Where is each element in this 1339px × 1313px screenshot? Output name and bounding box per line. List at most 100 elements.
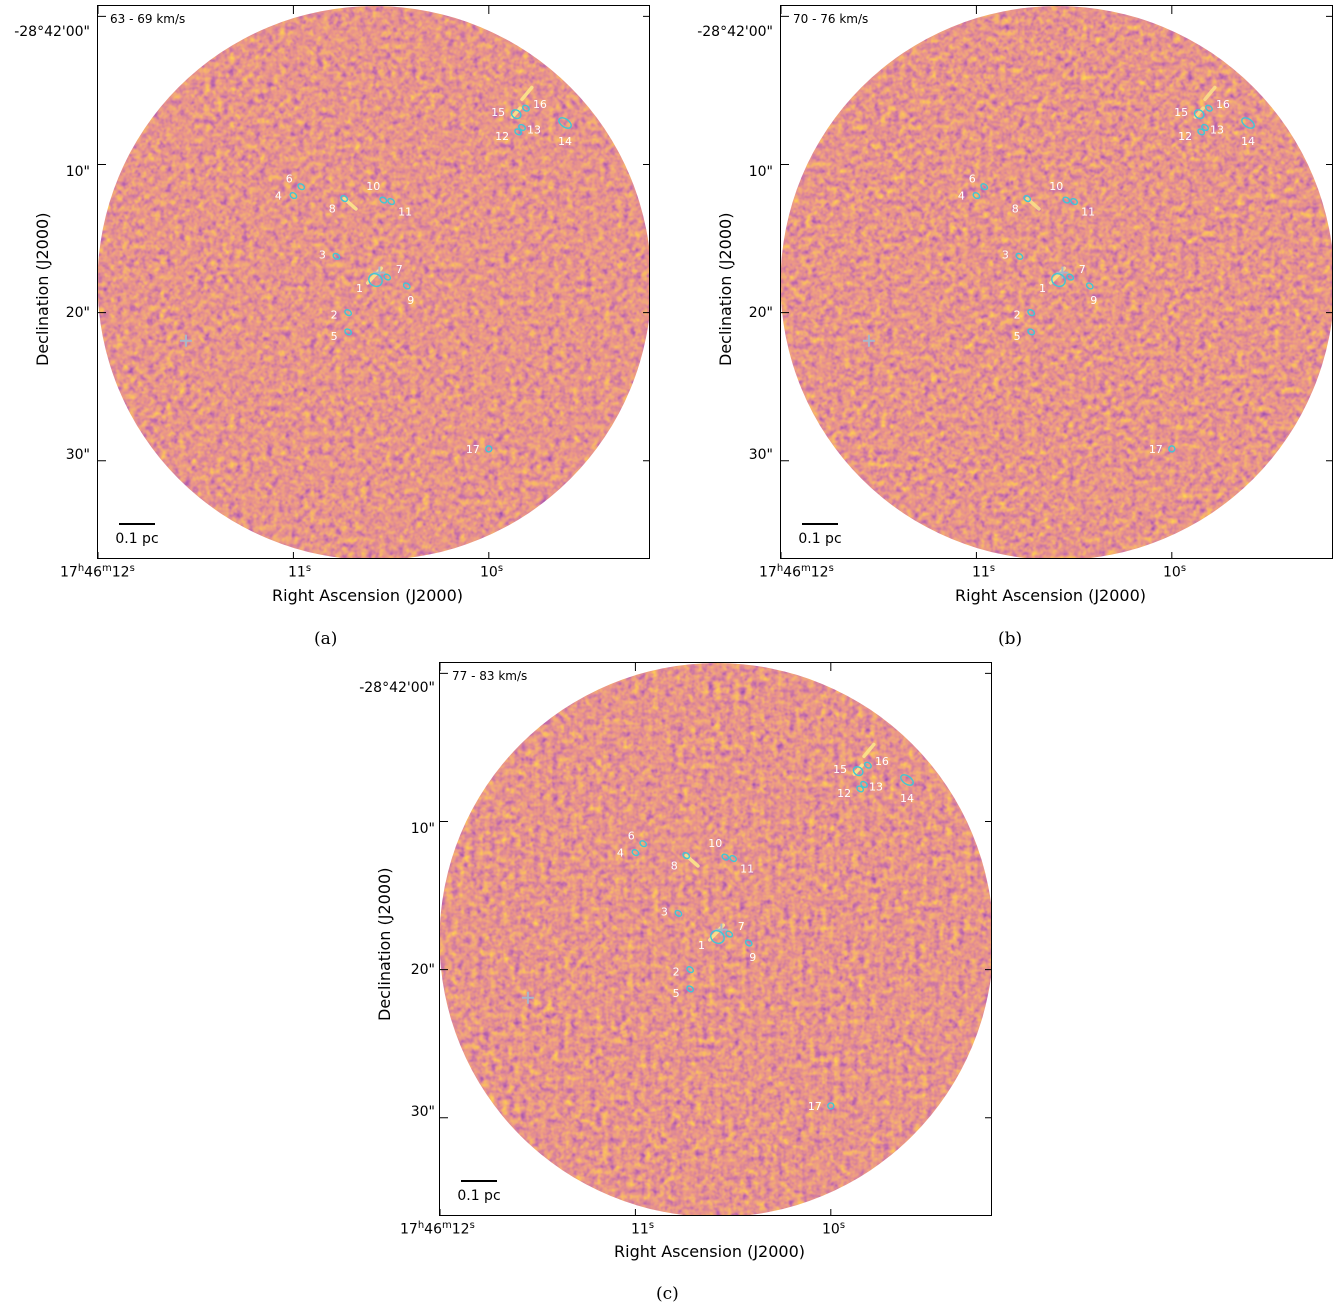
filament [342, 196, 358, 211]
source-label-16: 16 [533, 98, 547, 111]
filament [862, 742, 876, 759]
dec-tick-30: 30" [748, 447, 773, 463]
source-contour-12 [856, 785, 865, 793]
ra-tick-12: 17h46m12s [759, 563, 834, 581]
filament [684, 853, 700, 868]
dec-tick-30: 30" [410, 1104, 435, 1120]
source-label-15: 15 [1174, 106, 1188, 119]
dec-tick-10: 10" [410, 821, 435, 837]
ra-tick-12: 17h46m12s [60, 563, 135, 581]
source-contour-10 [1062, 196, 1071, 204]
y-axis-label: Declination (J2000) [33, 212, 52, 366]
ra-tick-11: 11s [631, 1220, 655, 1238]
source-contour-14 [558, 117, 572, 129]
cross-marker [373, 266, 386, 279]
x-axis-label: Right Ascension (J2000) [955, 586, 1146, 605]
source-contour-7 [383, 273, 392, 281]
source-contour-10 [379, 196, 388, 204]
source-label-15: 15 [491, 106, 505, 119]
source-label-14: 14 [1241, 135, 1255, 148]
dec-tick-20: 20" [748, 305, 773, 321]
source-contour-9 [402, 282, 411, 290]
source-label-9: 9 [1090, 294, 1097, 307]
dec-tick-0: -28°42'00" [697, 24, 773, 40]
ra-tick-10: 10s [480, 563, 504, 581]
source-label-16: 16 [1216, 98, 1230, 111]
cross-marker [179, 334, 192, 347]
panel-caption: (a) [314, 629, 338, 649]
source-label-5: 5 [1014, 330, 1021, 343]
source-label-3: 3 [661, 905, 668, 918]
source-contour-16 [522, 104, 530, 112]
source-contour-3 [332, 252, 341, 260]
velocity-label: 70 - 76 km/s [793, 12, 869, 26]
source-contour-15 [852, 766, 864, 777]
source-contour-5 [344, 328, 353, 336]
source-contour-7 [725, 930, 734, 938]
source-contour-16 [864, 761, 872, 769]
source-label-5: 5 [331, 330, 338, 343]
source-label-15: 15 [833, 763, 847, 776]
source-contour-3 [674, 909, 683, 917]
source-label-8: 8 [1012, 203, 1019, 216]
scale-bar-label: 0.1 pc [457, 1188, 500, 1204]
source-contour-5 [686, 985, 695, 993]
map-frame: 1 2 3 4 5 6 7 8 9 10 11 12 13 14 15 16 17 0.1 pc 77 - 83 … [439, 662, 992, 1216]
dec-tick-0: -28°42'00" [359, 680, 435, 696]
emission-disk [781, 6, 1332, 558]
source-label-7: 7 [738, 920, 745, 933]
source-label-10: 10 [1049, 180, 1063, 193]
source-label-12: 12 [1178, 130, 1192, 143]
source-contour-12 [1197, 128, 1206, 136]
source-label-13: 13 [527, 123, 541, 136]
velocity-label: 63 - 69 km/s [110, 12, 186, 26]
source-contour-7 [1066, 273, 1075, 281]
source-label-6: 6 [628, 830, 635, 843]
source-contour-6 [639, 840, 648, 848]
source-label-4: 4 [617, 847, 624, 860]
source-label-11: 11 [398, 206, 412, 219]
source-label-10: 10 [366, 180, 380, 193]
panel-c: 1 2 3 4 5 6 7 8 9 10 11 12 13 14 15 16 17 0.1 pc 77 - 83 … [340, 655, 1000, 1313]
emission-disk [440, 663, 991, 1215]
ra-tick-11: 11s [288, 563, 312, 581]
source-label-2: 2 [331, 309, 338, 322]
source-label-1: 1 [1039, 282, 1046, 295]
source-label-8: 8 [671, 860, 678, 873]
dec-tick-30: 30" [65, 447, 90, 463]
scale-bar-label: 0.1 pc [798, 531, 841, 547]
source-label-9: 9 [407, 294, 414, 307]
source-label-13: 13 [1210, 123, 1224, 136]
source-contour-4 [972, 192, 981, 200]
dec-tick-20: 20" [410, 962, 435, 978]
source-label-17: 17 [808, 1100, 822, 1113]
source-contour-4 [289, 192, 298, 200]
source-label-7: 7 [1079, 263, 1086, 276]
source-contour-13 [518, 123, 526, 132]
source-label-6: 6 [286, 173, 293, 186]
source-contour-17 [827, 1102, 835, 1110]
source-label-11: 11 [1081, 206, 1095, 219]
panel-caption: (b) [998, 629, 1023, 649]
source-label-1: 1 [698, 939, 705, 952]
filament [852, 763, 864, 776]
source-contour-9 [744, 939, 753, 947]
source-contour-10 [721, 853, 730, 861]
source-contour-2 [344, 309, 353, 317]
source-contour-4 [631, 849, 640, 857]
source-label-16: 16 [875, 755, 889, 768]
filament [1203, 85, 1217, 102]
cross-marker [521, 991, 534, 1004]
source-label-13: 13 [869, 780, 883, 793]
source-contour-11 [729, 854, 738, 863]
filament [1193, 106, 1205, 119]
dec-tick-0: -28°42'00" [14, 24, 90, 40]
dec-tick-10: 10" [65, 164, 90, 180]
cross-marker [862, 334, 875, 347]
source-contour-1 [1051, 272, 1066, 288]
source-label-4: 4 [958, 190, 965, 203]
source-contour-11 [1070, 197, 1079, 206]
source-contour-17 [485, 445, 493, 453]
